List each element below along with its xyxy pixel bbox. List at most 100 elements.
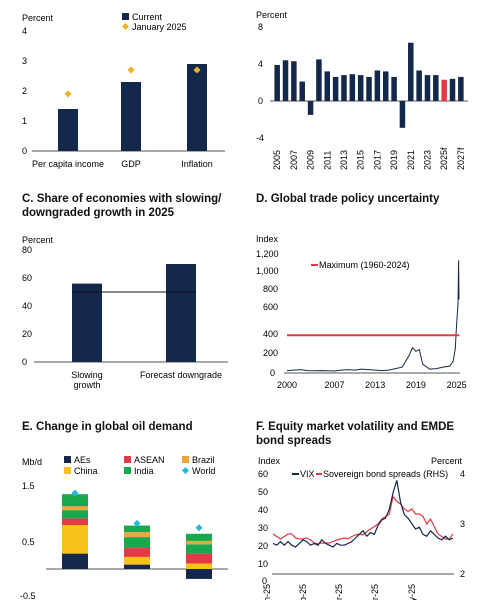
y-tick-label: 80 [22,245,32,255]
legend-swatch-brazil [182,456,189,463]
x-tick-label: Mar-25 [334,584,344,600]
bar-segment [62,494,88,507]
chart-c-title: C. Share of economies with slowing/ down… [22,193,222,219]
y-tick-label: 200 [263,348,278,358]
y-tick-label: 1 [22,116,27,126]
x-ticks-f: Jan-25 Feb-25 Mar-25 Apr-25 May-25 [262,584,417,600]
x-tick-label: 2005 [272,150,282,170]
x-tick-label: 2021 [406,150,416,170]
legend-label-china: China [74,466,98,476]
y-ticks-d: 1,200 1,000 800 600 400 200 0 [256,249,279,378]
bar-segment [124,556,150,565]
chart-d: Index 1,200 1,000 800 600 400 200 0 Maxi… [256,234,467,390]
y-tick-label: 3 [22,56,27,66]
y-ticks-a: 4 3 2 1 0 [22,26,27,156]
marker-january [127,66,135,74]
legend-label-world: World [192,466,215,476]
legend-marker-world [181,466,190,475]
y-tick-label: 10 [258,559,268,569]
bar-segment [124,564,150,569]
y-ticks-b: 8 4 0 -4 [256,22,264,143]
bar-growth [357,75,364,101]
legend-label-maximum: Maximum (1960-2024) [319,260,410,270]
x-tick-label: Apr-25 [370,584,380,600]
bar-segment [186,569,212,579]
legend-swatch-china [64,467,71,474]
bar-growth [458,76,464,101]
y-tick-label: 2 [460,569,465,579]
bar-growth [349,74,356,101]
legend-swatch-current [122,13,129,20]
plot-f [272,480,454,548]
bar-growth [449,78,456,101]
y-ticks-c: 80 60 40 20 0 [22,245,32,367]
legend-swatch-india [124,467,131,474]
axis-title-d: Index [256,234,279,244]
axis-title-c: Percent [22,235,54,245]
x-tick-label: Jan-25 [262,584,272,600]
bar-growth [416,70,422,101]
bar-growth [282,60,289,101]
bar-segment [186,540,212,545]
bar-growth [341,75,347,101]
legend-marker-january [121,22,130,31]
legend-label-spreads: Sovereign bond spreads (RHS) [323,469,448,479]
bar-segment [186,533,212,541]
bar-growth [408,42,414,101]
bar-segment [186,553,212,564]
y-tick-label: 4 [460,469,465,479]
bar-segment [186,544,212,554]
axis-title-b: Percent [256,10,288,20]
chart-f: Index Percent VIX Sovereign bond spreads… [258,456,465,600]
bar-segment [124,532,150,538]
x-tick-label: Per capita income [32,159,104,169]
legend-e: AEs China ASEAN India Brazil World [64,455,215,476]
legend-label-india: India [134,466,154,476]
x-tick-label: 2019 [406,380,426,390]
x-tick-label: 2017 [372,150,382,170]
y-tick-label: 0 [258,96,263,106]
bar-segment [62,553,88,569]
bar-growth [433,75,439,101]
legend-f: VIX Sovereign bond spreads (RHS) [292,469,448,479]
y-tick-label: 20 [22,329,32,339]
legend-swatch-asean [124,456,131,463]
chart-e: Mb/d AEs China ASEAN India Brazil World … [20,455,228,600]
bar-growth [291,61,297,101]
bar-growth [391,76,397,101]
marker-january [193,66,201,74]
axis-title-e: Mb/d [22,457,42,467]
bars-a [58,64,207,151]
legend-a: Current January 2025 [121,12,187,32]
chart-f-title: F. Equity market volatility and EMDE bon… [256,421,455,447]
bars-b [274,42,464,128]
y-tick-label: 40 [258,505,268,515]
x-tick-label: 2000 [277,380,297,390]
y-tick-label: 0 [270,368,275,378]
y-tick-label: 0 [262,576,267,586]
y-tick-label: 20 [258,541,268,551]
y-ticks-e: 1.5 0.5 -0.5 [20,481,36,600]
x-tick-label: 2013 [339,150,349,170]
legend-label-current: Current [132,12,163,22]
x-tick-label: Feb-25 [298,584,308,600]
bar-segment [124,537,150,549]
y-tick-label: 600 [263,302,278,312]
bars-e [62,489,212,579]
bar-growth [399,101,406,128]
legend-swatch-aes [64,456,71,463]
x-tick-label: May-25 [407,584,417,600]
y-tick-label: 8 [258,22,263,32]
chart-e-title: E. Change in global oil demand [22,421,193,433]
legend-label-brazil: Brazil [192,455,215,465]
axis-title-f-left: Index [258,456,281,466]
legend-label-aes: AEs [74,455,91,465]
chart-c: Percent 80 60 40 20 0 Slowing growth For… [22,235,228,390]
x-tick-label: 2009 [306,150,316,170]
x-tick-label: Inflation [181,159,213,169]
x-tick-label: 2011 [322,151,332,170]
y-tick-label: 800 [263,284,278,294]
bar-segment [62,518,88,525]
x-ticks-d: 2000 2007 2013 2019 2025 [277,380,467,390]
bar-growth [299,81,305,101]
